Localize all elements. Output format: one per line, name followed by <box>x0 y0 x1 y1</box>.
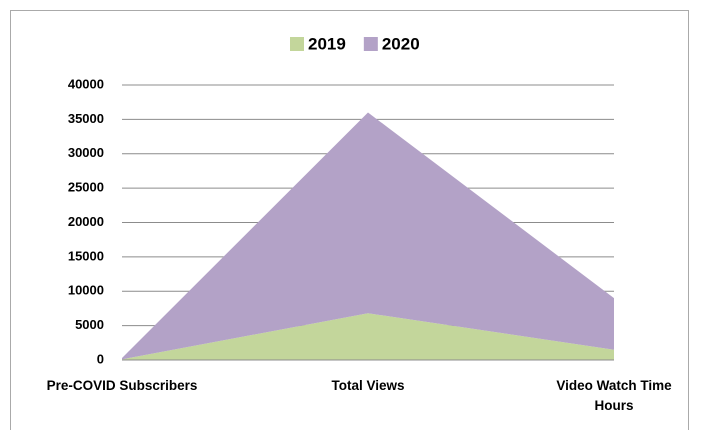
x-tick-label: Pre-COVID Subscribers <box>46 378 198 393</box>
y-tick-label: 20000 <box>68 214 104 229</box>
y-tick-label: 30000 <box>68 145 104 160</box>
y-tick-label: 15000 <box>68 248 104 263</box>
y-tick-label: 0 <box>97 351 104 366</box>
y-tick-label: 25000 <box>68 180 104 195</box>
area <box>122 112 614 360</box>
x-tick-label: Total Views <box>331 378 405 393</box>
y-tick-label: 40000 <box>68 76 104 91</box>
x-tick-label: Video Watch Time Hours <box>556 378 672 413</box>
y-tick-label: 10000 <box>68 283 104 298</box>
area <box>122 313 614 360</box>
legend-label: 2019 <box>308 34 346 53</box>
legend-swatch <box>363 37 378 51</box>
legend-label: 2020 <box>382 34 420 53</box>
y-tick-label: 35000 <box>68 111 104 126</box>
legend-swatch <box>290 37 304 51</box>
chart-border <box>10 10 689 430</box>
y-tick-label: 5000 <box>75 317 104 332</box>
